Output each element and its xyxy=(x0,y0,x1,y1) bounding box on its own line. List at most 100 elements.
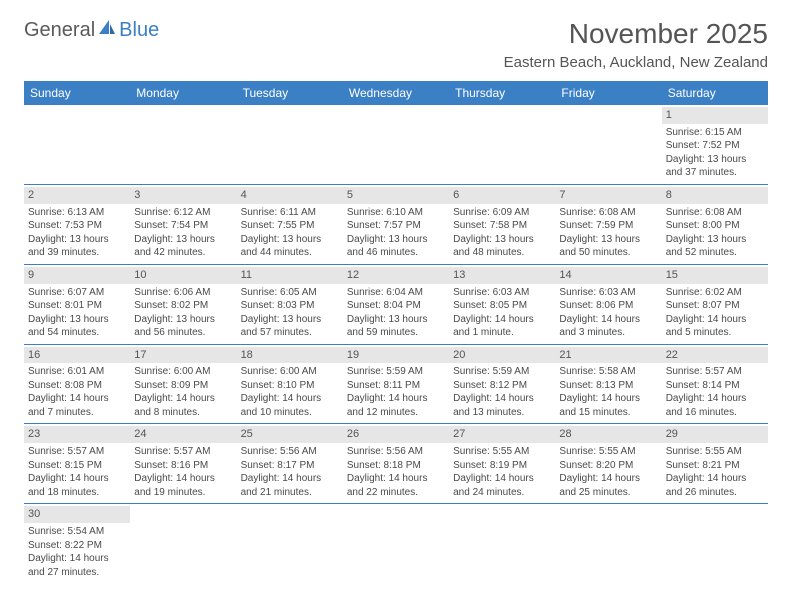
calendar-cell: 25Sunrise: 5:56 AMSunset: 8:17 PMDayligh… xyxy=(237,424,343,503)
sunrise-text: Sunrise: 6:07 AM xyxy=(28,286,126,300)
sunset-text: Sunset: 8:18 PM xyxy=(347,459,445,473)
calendar-cell: . xyxy=(24,105,130,184)
sunrise-text: Sunrise: 6:11 AM xyxy=(241,206,339,220)
sunrise-text: Sunrise: 5:55 AM xyxy=(559,445,657,459)
daylight-text: Daylight: 13 hours and 52 minutes. xyxy=(666,233,764,260)
calendar: SundayMondayTuesdayWednesdayThursdayFrid… xyxy=(24,81,768,583)
sunrise-text: Sunrise: 6:10 AM xyxy=(347,206,445,220)
sunrise-text: Sunrise: 5:56 AM xyxy=(347,445,445,459)
sunrise-text: Sunrise: 5:57 AM xyxy=(666,365,764,379)
day-number: 2 xyxy=(24,187,130,204)
daylight-text: Daylight: 13 hours and 54 minutes. xyxy=(28,313,126,340)
sunset-text: Sunset: 7:58 PM xyxy=(453,219,551,233)
day-number: 30 xyxy=(24,506,130,523)
daylight-text: Daylight: 13 hours and 46 minutes. xyxy=(347,233,445,260)
calendar-cell: . xyxy=(343,105,449,184)
sunrise-text: Sunrise: 6:15 AM xyxy=(666,126,764,140)
day-number: 11 xyxy=(237,267,343,284)
sunset-text: Sunset: 8:14 PM xyxy=(666,379,764,393)
day-number: 25 xyxy=(237,426,343,443)
title-block: November 2025 Eastern Beach, Auckland, N… xyxy=(504,18,768,71)
week-header: SundayMondayTuesdayWednesdayThursdayFrid… xyxy=(24,81,768,105)
sunset-text: Sunset: 8:16 PM xyxy=(134,459,232,473)
calendar-cell: 9Sunrise: 6:07 AMSunset: 8:01 PMDaylight… xyxy=(24,265,130,344)
daylight-text: Daylight: 14 hours and 13 minutes. xyxy=(453,392,551,419)
day-header: Monday xyxy=(130,81,236,105)
day-number: 7 xyxy=(555,187,661,204)
day-number: 27 xyxy=(449,426,555,443)
sunset-text: Sunset: 8:15 PM xyxy=(28,459,126,473)
calendar-cell: 14 Sunrise: 6:03 AMSunset: 8:06 PMDayligh… xyxy=(555,265,661,344)
day-number: 10 xyxy=(130,267,236,284)
daylight-text: Daylight: 14 hours and 5 minutes. xyxy=(666,313,764,340)
sunrise-text: Sunrise: 6:08 AM xyxy=(666,206,764,220)
sunset-text: Sunset: 8:22 PM xyxy=(28,539,126,553)
sunrise-text: Sunrise: 6:00 AM xyxy=(134,365,232,379)
day-number: 14 xyxy=(555,267,661,284)
calendar-cell: 8Sunrise: 6:08 AMSunset: 8:00 PMDaylight… xyxy=(662,185,768,264)
sunrise-text: Sunrise: 6:09 AM xyxy=(453,206,551,220)
calendar-cell xyxy=(130,504,236,583)
calendar-cell xyxy=(662,504,768,583)
sunset-text: Sunset: 8:01 PM xyxy=(28,299,126,313)
sunset-text: Sunset: 8:17 PM xyxy=(241,459,339,473)
daylight-text: Daylight: 14 hours and 18 minutes. xyxy=(28,472,126,499)
day-number: 28 xyxy=(555,426,661,443)
day-header: Thursday xyxy=(449,81,555,105)
daylight-text: Daylight: 13 hours and 37 minutes. xyxy=(666,153,764,180)
calendar-cell: 5Sunrise: 6:10 AMSunset: 7:57 PMDaylight… xyxy=(343,185,449,264)
sunset-text: Sunset: 8:12 PM xyxy=(453,379,551,393)
week-row: 30Sunrise: 5:54 AMSunset: 8:22 PMDayligh… xyxy=(24,504,768,583)
calendar-cell xyxy=(237,504,343,583)
day-number: 21 xyxy=(555,347,661,364)
sunset-text: Sunset: 7:52 PM xyxy=(666,139,764,153)
daylight-text: Daylight: 14 hours and 3 minutes. xyxy=(559,313,657,340)
sunrise-text: Sunrise: 6:12 AM xyxy=(134,206,232,220)
sunset-text: Sunset: 8:11 PM xyxy=(347,379,445,393)
calendar-cell: . xyxy=(449,105,555,184)
daylight-text: Daylight: 13 hours and 50 minutes. xyxy=(559,233,657,260)
daylight-text: Daylight: 13 hours and 48 minutes. xyxy=(453,233,551,260)
daylight-text: Daylight: 14 hours and 7 minutes. xyxy=(28,392,126,419)
calendar-cell: 27Sunrise: 5:55 AMSunset: 8:19 PMDayligh… xyxy=(449,424,555,503)
calendar-cell: 6 Sunrise: 6:09 AMSunset: 7:58 PMDaylight… xyxy=(449,185,555,264)
sunset-text: Sunset: 8:05 PM xyxy=(453,299,551,313)
calendar-cell: 4Sunrise: 6:11 AMSunset: 7:55 PMDaylight… xyxy=(237,185,343,264)
day-number: 6 xyxy=(449,187,555,204)
calendar-cell: 2Sunrise: 6:13 AMSunset: 7:53 PMDaylight… xyxy=(24,185,130,264)
daylight-text: Daylight: 14 hours and 16 minutes. xyxy=(666,392,764,419)
calendar-cell: 12Sunrise: 6:04 AMSunset: 8:04 PMDayligh… xyxy=(343,265,449,344)
sunrise-text: Sunrise: 5:55 AM xyxy=(666,445,764,459)
calendar-cell: 21Sunrise: 5:58 AMSunset: 8:13 PMDayligh… xyxy=(555,345,661,424)
day-number: 29 xyxy=(662,426,768,443)
sunrise-text: Sunrise: 5:59 AM xyxy=(347,365,445,379)
sunrise-text: Sunrise: 6:04 AM xyxy=(347,286,445,300)
sunrise-text: Sunrise: 5:57 AM xyxy=(134,445,232,459)
sunset-text: Sunset: 8:09 PM xyxy=(134,379,232,393)
day-header: Wednesday xyxy=(343,81,449,105)
sunrise-text: Sunrise: 5:59 AM xyxy=(453,365,551,379)
day-number: 18 xyxy=(237,347,343,364)
sunrise-text: Sunrise: 6:13 AM xyxy=(28,206,126,220)
header: General Blue November 2025 Eastern Beach… xyxy=(24,18,768,71)
sunrise-text: Sunrise: 6:03 AM xyxy=(559,286,657,300)
logo-part2: Blue xyxy=(119,19,159,42)
day-number: 24 xyxy=(130,426,236,443)
sunset-text: Sunset: 8:00 PM xyxy=(666,219,764,233)
calendar-cell: 24Sunrise: 5:57 AMSunset: 8:16 PMDayligh… xyxy=(130,424,236,503)
sunset-text: Sunset: 8:06 PM xyxy=(559,299,657,313)
daylight-text: Daylight: 13 hours and 57 minutes. xyxy=(241,313,339,340)
sunrise-text: Sunrise: 6:05 AM xyxy=(241,286,339,300)
logo: General Blue xyxy=(24,18,159,42)
sunrise-text: Sunrise: 5:54 AM xyxy=(28,525,126,539)
day-number: 23 xyxy=(24,426,130,443)
daylight-text: Daylight: 14 hours and 10 minutes. xyxy=(241,392,339,419)
sunset-text: Sunset: 8:19 PM xyxy=(453,459,551,473)
sunset-text: Sunset: 8:03 PM xyxy=(241,299,339,313)
calendar-cell: 17Sunrise: 6:00 AMSunset: 8:09 PMDayligh… xyxy=(130,345,236,424)
calendar-cell: 16Sunrise: 6:01 AMSunset: 8:08 PMDayligh… xyxy=(24,345,130,424)
sunset-text: Sunset: 8:07 PM xyxy=(666,299,764,313)
calendar-cell: 26Sunrise: 5:56 AMSunset: 8:18 PMDayligh… xyxy=(343,424,449,503)
calendar-cell: 23Sunrise: 5:57 AMSunset: 8:15 PMDayligh… xyxy=(24,424,130,503)
calendar-cell: 1Sunrise: 6:15 AMSunset: 7:52 PMDaylight… xyxy=(662,105,768,184)
